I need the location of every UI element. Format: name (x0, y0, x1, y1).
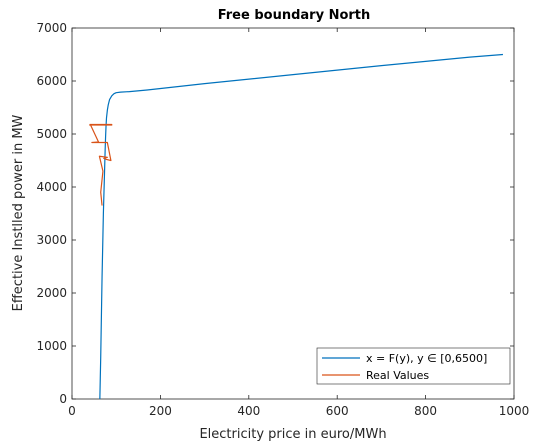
x-tick-label: 600 (326, 404, 349, 418)
y-tick-label: 0 (59, 392, 67, 406)
y-tick-label: 3000 (36, 233, 67, 247)
ticks: 0 200 400 600 800 1000 0 1000 2000 3000 4000 5000 60… (36, 21, 529, 418)
plot-area: 0 200 400 600 800 1000 0 1000 2000 3000 4000 5000 60… (36, 21, 529, 418)
y-tick-label: 7000 (36, 21, 67, 35)
legend-label-real: Real Values (366, 369, 429, 382)
x-tick-label: 800 (414, 404, 437, 418)
x-tick-label: 200 (149, 404, 172, 418)
series-line-real-values (89, 123, 113, 206)
y-tick-label: 5000 (36, 127, 67, 141)
series-line-f (99, 53, 503, 400)
x-tick-label: 400 (237, 404, 260, 418)
axes-box (71, 27, 515, 400)
x-tick-label: 0 (68, 404, 76, 418)
y-tick-label: 1000 (36, 339, 67, 353)
y-axis-label: Effective Instlled power in MW (11, 114, 26, 311)
legend: x = F(y), y ∈ [0,6500] Real Values (316, 347, 511, 385)
series-layer (89, 53, 503, 400)
chart-title: Free boundary North (218, 8, 371, 23)
x-axis-label: Electricity price in euro/MWh (199, 427, 386, 442)
x-tick-label: 1000 (499, 404, 530, 418)
y-tick-label: 6000 (36, 74, 67, 88)
legend-box (316, 347, 511, 385)
y-tick-label: 4000 (36, 180, 67, 194)
legend-label-f: x = F(y), y ∈ [0,6500] (366, 352, 487, 365)
y-tick-label: 2000 (36, 286, 67, 300)
